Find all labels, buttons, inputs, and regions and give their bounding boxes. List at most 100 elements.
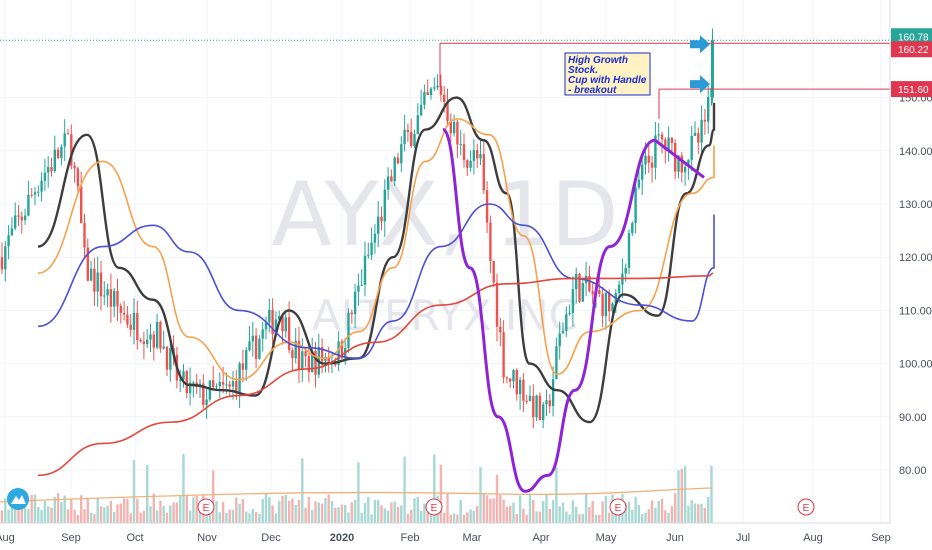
candle-body	[370, 243, 372, 255]
y-tick-label: 100.00	[899, 359, 932, 371]
volume-bar	[463, 515, 465, 523]
volume-bar	[67, 510, 69, 523]
volume-bar	[120, 504, 122, 523]
candle-body	[364, 256, 366, 285]
volume-bar	[291, 498, 293, 523]
volume-bar	[489, 499, 491, 523]
volume-bar	[575, 507, 577, 523]
tradingview-logo[interactable]	[7, 488, 29, 510]
candle-body	[229, 384, 231, 386]
volume-bar	[397, 507, 399, 523]
candle-body	[463, 144, 465, 160]
candle-body	[608, 293, 610, 312]
volume-bar	[539, 512, 541, 523]
volume-bar	[215, 501, 217, 523]
volume-bar	[512, 502, 514, 523]
candle-body	[423, 92, 425, 105]
y-tick-label: 90.00	[899, 412, 927, 424]
candle-body	[704, 120, 706, 122]
candle-body	[357, 285, 359, 291]
volume-bar	[235, 498, 237, 523]
volume-bar	[664, 510, 666, 523]
volume-bar	[476, 506, 478, 523]
candle-body	[153, 334, 155, 347]
candle-body	[54, 150, 56, 171]
candle-body	[225, 384, 227, 385]
candle-body	[658, 135, 660, 136]
candle-body	[50, 167, 52, 171]
volume-bar	[103, 507, 105, 523]
candle-body	[575, 274, 577, 289]
volume-bar	[710, 466, 712, 523]
candle-body	[473, 150, 475, 161]
volume-bar	[707, 497, 709, 523]
volume-bar	[268, 497, 270, 523]
volume-bar	[595, 515, 597, 523]
volume-bar	[351, 502, 353, 523]
volume-bar	[671, 506, 673, 523]
candle-body	[493, 261, 495, 283]
candle-body	[671, 137, 673, 142]
candle-body	[291, 350, 293, 358]
candle-body	[285, 317, 287, 331]
candle-body	[182, 371, 184, 380]
candle-body	[11, 228, 13, 235]
candle-body	[116, 291, 118, 306]
candle-body	[156, 322, 158, 348]
volume-bar	[1, 510, 3, 523]
candle-body	[572, 289, 574, 313]
volume-bar	[87, 498, 89, 523]
volume-bar	[697, 504, 699, 523]
arrow-right-icon	[690, 35, 710, 53]
candle-body	[149, 334, 151, 339]
candle-body	[460, 144, 462, 145]
candle-body	[598, 290, 600, 294]
volume-bar	[47, 506, 49, 523]
candle-body	[562, 331, 564, 334]
time-axis[interactable]: Aug Sep Oct Nov Dec 2020 Feb Mar Apr May Jun Jul Aug…	[0, 523, 932, 550]
candle-body	[17, 215, 19, 216]
candle-body	[430, 89, 432, 95]
candle-body	[258, 339, 260, 359]
candle-body	[47, 167, 49, 173]
volume-bar	[189, 510, 191, 523]
volume-bar	[542, 501, 544, 523]
volume-bar	[390, 503, 392, 523]
candle-body	[169, 348, 171, 369]
volume-bar	[334, 508, 336, 523]
volume-bar	[493, 498, 495, 523]
candle-body	[417, 115, 419, 134]
candle-body	[509, 378, 511, 381]
volume-bar	[318, 503, 320, 523]
volume-bar	[578, 514, 580, 523]
volume-bar	[443, 513, 445, 523]
arrows	[690, 35, 710, 93]
candle-body	[24, 216, 26, 221]
candle-body	[83, 223, 85, 248]
price-axis[interactable]: 80.00 90.00 100.00 110.00 120.00 130.00 140.00…	[890, 0, 932, 523]
volume-bar	[687, 506, 689, 523]
earnings-marker-label: E	[615, 503, 622, 514]
volume-bar	[265, 494, 267, 523]
candle-body	[347, 313, 349, 348]
candle-body	[255, 336, 257, 359]
candle-body	[248, 341, 250, 350]
volume-bar	[502, 500, 504, 523]
volume-bar	[172, 502, 174, 523]
x-tick-label: Oct	[126, 532, 143, 544]
volume-bar	[31, 495, 33, 523]
candle-body	[476, 150, 478, 158]
candle-body	[34, 192, 36, 194]
candle-body	[506, 378, 508, 379]
volume-bar	[460, 500, 462, 523]
candle-body	[605, 293, 607, 317]
candle-body	[268, 310, 270, 323]
volume-bar	[654, 508, 656, 523]
x-tick-label: Aug	[0, 532, 15, 544]
volume-bar	[146, 465, 148, 523]
x-tick-label: Sep	[61, 532, 81, 544]
volume-bar	[565, 512, 567, 523]
volume-bar	[110, 501, 112, 523]
